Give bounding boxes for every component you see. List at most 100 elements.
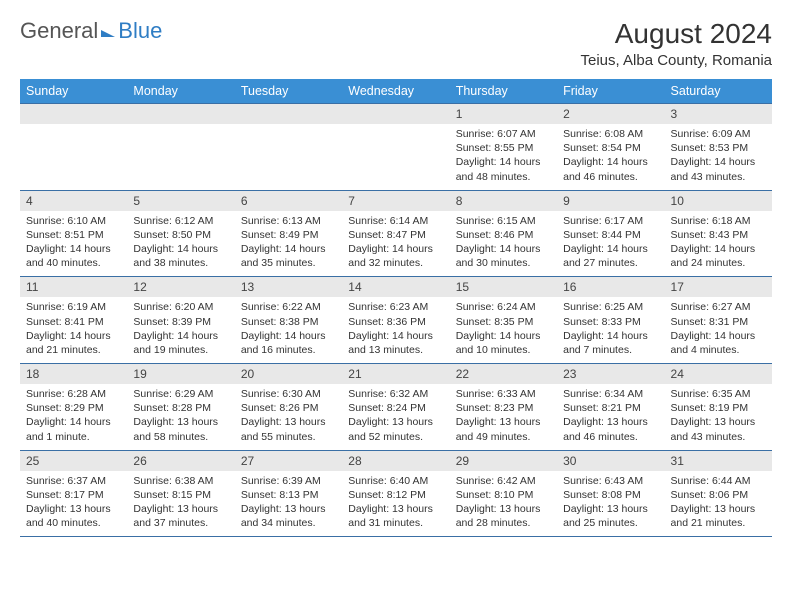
sunset-text: Sunset: 8:23 PM xyxy=(456,401,551,415)
day-content: Sunrise: 6:15 AMSunset: 8:46 PMDaylight:… xyxy=(450,211,557,277)
day-content: Sunrise: 6:37 AMSunset: 8:17 PMDaylight:… xyxy=(20,471,127,537)
sunset-text: Sunset: 8:54 PM xyxy=(563,141,658,155)
sunset-text: Sunset: 8:33 PM xyxy=(563,315,658,329)
day-content: Sunrise: 6:08 AMSunset: 8:54 PMDaylight:… xyxy=(557,124,664,190)
day-content: Sunrise: 6:14 AMSunset: 8:47 PMDaylight:… xyxy=(342,211,449,277)
daylight-text-1: Daylight: 13 hours xyxy=(563,415,658,429)
daylight-text-2: and 24 minutes. xyxy=(671,256,766,270)
day-content: Sunrise: 6:19 AMSunset: 8:41 PMDaylight:… xyxy=(20,297,127,363)
day-content: Sunrise: 6:30 AMSunset: 8:26 PMDaylight:… xyxy=(235,384,342,450)
day-content: Sunrise: 6:44 AMSunset: 8:06 PMDaylight:… xyxy=(665,471,772,537)
daylight-text-2: and 37 minutes. xyxy=(133,516,228,530)
daylight-text-2: and 10 minutes. xyxy=(456,343,551,357)
sunrise-text: Sunrise: 6:22 AM xyxy=(241,300,336,314)
sunset-text: Sunset: 8:26 PM xyxy=(241,401,336,415)
daylight-text-2: and 40 minutes. xyxy=(26,256,121,270)
day-number: 21 xyxy=(342,364,449,384)
weekday-header: Tuesday xyxy=(235,79,342,104)
sunrise-text: Sunrise: 6:42 AM xyxy=(456,474,551,488)
weekday-header: Saturday xyxy=(665,79,772,104)
daylight-text-1: Daylight: 14 hours xyxy=(671,155,766,169)
daylight-text-2: and 30 minutes. xyxy=(456,256,551,270)
daylight-text-2: and 49 minutes. xyxy=(456,430,551,444)
calendar-day-cell xyxy=(235,104,342,191)
daylight-text-1: Daylight: 13 hours xyxy=(348,502,443,516)
day-content: Sunrise: 6:34 AMSunset: 8:21 PMDaylight:… xyxy=(557,384,664,450)
day-content: Sunrise: 6:18 AMSunset: 8:43 PMDaylight:… xyxy=(665,211,772,277)
calendar-day-cell: 31Sunrise: 6:44 AMSunset: 8:06 PMDayligh… xyxy=(665,450,772,536)
day-content-empty xyxy=(342,124,449,184)
day-number: 10 xyxy=(665,191,772,211)
day-content-empty xyxy=(127,124,234,184)
day-number: 5 xyxy=(127,191,234,211)
weekday-header: Sunday xyxy=(20,79,127,104)
day-content: Sunrise: 6:25 AMSunset: 8:33 PMDaylight:… xyxy=(557,297,664,363)
sunset-text: Sunset: 8:55 PM xyxy=(456,141,551,155)
weekday-header: Wednesday xyxy=(342,79,449,104)
sunset-text: Sunset: 8:31 PM xyxy=(671,315,766,329)
calendar-day-cell: 29Sunrise: 6:42 AMSunset: 8:10 PMDayligh… xyxy=(450,450,557,536)
daylight-text-1: Daylight: 14 hours xyxy=(26,329,121,343)
daylight-text-1: Daylight: 14 hours xyxy=(456,155,551,169)
daylight-text-1: Daylight: 13 hours xyxy=(456,415,551,429)
day-number: 22 xyxy=(450,364,557,384)
calendar-day-cell: 24Sunrise: 6:35 AMSunset: 8:19 PMDayligh… xyxy=(665,364,772,451)
day-number-empty xyxy=(127,104,234,124)
day-content: Sunrise: 6:22 AMSunset: 8:38 PMDaylight:… xyxy=(235,297,342,363)
weekday-header: Friday xyxy=(557,79,664,104)
sunrise-text: Sunrise: 6:10 AM xyxy=(26,214,121,228)
day-content: Sunrise: 6:28 AMSunset: 8:29 PMDaylight:… xyxy=(20,384,127,450)
sunrise-text: Sunrise: 6:34 AM xyxy=(563,387,658,401)
day-content: Sunrise: 6:10 AMSunset: 8:51 PMDaylight:… xyxy=(20,211,127,277)
sunrise-text: Sunrise: 6:13 AM xyxy=(241,214,336,228)
day-number: 6 xyxy=(235,191,342,211)
calendar-day-cell: 22Sunrise: 6:33 AMSunset: 8:23 PMDayligh… xyxy=(450,364,557,451)
sunset-text: Sunset: 8:08 PM xyxy=(563,488,658,502)
day-number: 8 xyxy=(450,191,557,211)
daylight-text-1: Daylight: 13 hours xyxy=(241,415,336,429)
daylight-text-1: Daylight: 14 hours xyxy=(348,329,443,343)
day-number: 2 xyxy=(557,104,664,124)
calendar-day-cell: 7Sunrise: 6:14 AMSunset: 8:47 PMDaylight… xyxy=(342,190,449,277)
day-number: 14 xyxy=(342,277,449,297)
daylight-text-2: and 46 minutes. xyxy=(563,430,658,444)
logo-text-blue: Blue xyxy=(118,18,162,44)
calendar-day-cell: 17Sunrise: 6:27 AMSunset: 8:31 PMDayligh… xyxy=(665,277,772,364)
calendar-week-row: 18Sunrise: 6:28 AMSunset: 8:29 PMDayligh… xyxy=(20,364,772,451)
day-number: 7 xyxy=(342,191,449,211)
daylight-text-1: Daylight: 13 hours xyxy=(26,502,121,516)
calendar-table: Sunday Monday Tuesday Wednesday Thursday… xyxy=(20,79,772,536)
calendar-day-cell: 11Sunrise: 6:19 AMSunset: 8:41 PMDayligh… xyxy=(20,277,127,364)
day-number: 25 xyxy=(20,451,127,471)
day-number: 11 xyxy=(20,277,127,297)
sunrise-text: Sunrise: 6:35 AM xyxy=(671,387,766,401)
daylight-text-1: Daylight: 14 hours xyxy=(563,155,658,169)
sunrise-text: Sunrise: 6:39 AM xyxy=(241,474,336,488)
daylight-text-1: Daylight: 13 hours xyxy=(241,502,336,516)
calendar-day-cell: 6Sunrise: 6:13 AMSunset: 8:49 PMDaylight… xyxy=(235,190,342,277)
day-content: Sunrise: 6:12 AMSunset: 8:50 PMDaylight:… xyxy=(127,211,234,277)
day-content: Sunrise: 6:07 AMSunset: 8:55 PMDaylight:… xyxy=(450,124,557,190)
month-title: August 2024 xyxy=(581,18,773,50)
sunrise-text: Sunrise: 6:15 AM xyxy=(456,214,551,228)
page-header: General Blue August 2024 Teius, Alba Cou… xyxy=(20,18,772,69)
calendar-day-cell: 20Sunrise: 6:30 AMSunset: 8:26 PMDayligh… xyxy=(235,364,342,451)
sunrise-text: Sunrise: 6:29 AM xyxy=(133,387,228,401)
sunset-text: Sunset: 8:43 PM xyxy=(671,228,766,242)
daylight-text-2: and 19 minutes. xyxy=(133,343,228,357)
daylight-text-1: Daylight: 14 hours xyxy=(241,242,336,256)
sunrise-text: Sunrise: 6:09 AM xyxy=(671,127,766,141)
sunset-text: Sunset: 8:12 PM xyxy=(348,488,443,502)
day-content: Sunrise: 6:29 AMSunset: 8:28 PMDaylight:… xyxy=(127,384,234,450)
daylight-text-1: Daylight: 14 hours xyxy=(348,242,443,256)
sunset-text: Sunset: 8:21 PM xyxy=(563,401,658,415)
sunset-text: Sunset: 8:41 PM xyxy=(26,315,121,329)
title-block: August 2024 Teius, Alba County, Romania xyxy=(581,18,773,69)
sunrise-text: Sunrise: 6:28 AM xyxy=(26,387,121,401)
calendar-bottom-rule xyxy=(20,536,772,537)
daylight-text-1: Daylight: 13 hours xyxy=(133,415,228,429)
daylight-text-1: Daylight: 14 hours xyxy=(563,329,658,343)
sunset-text: Sunset: 8:17 PM xyxy=(26,488,121,502)
calendar-week-row: 25Sunrise: 6:37 AMSunset: 8:17 PMDayligh… xyxy=(20,450,772,536)
day-number: 13 xyxy=(235,277,342,297)
